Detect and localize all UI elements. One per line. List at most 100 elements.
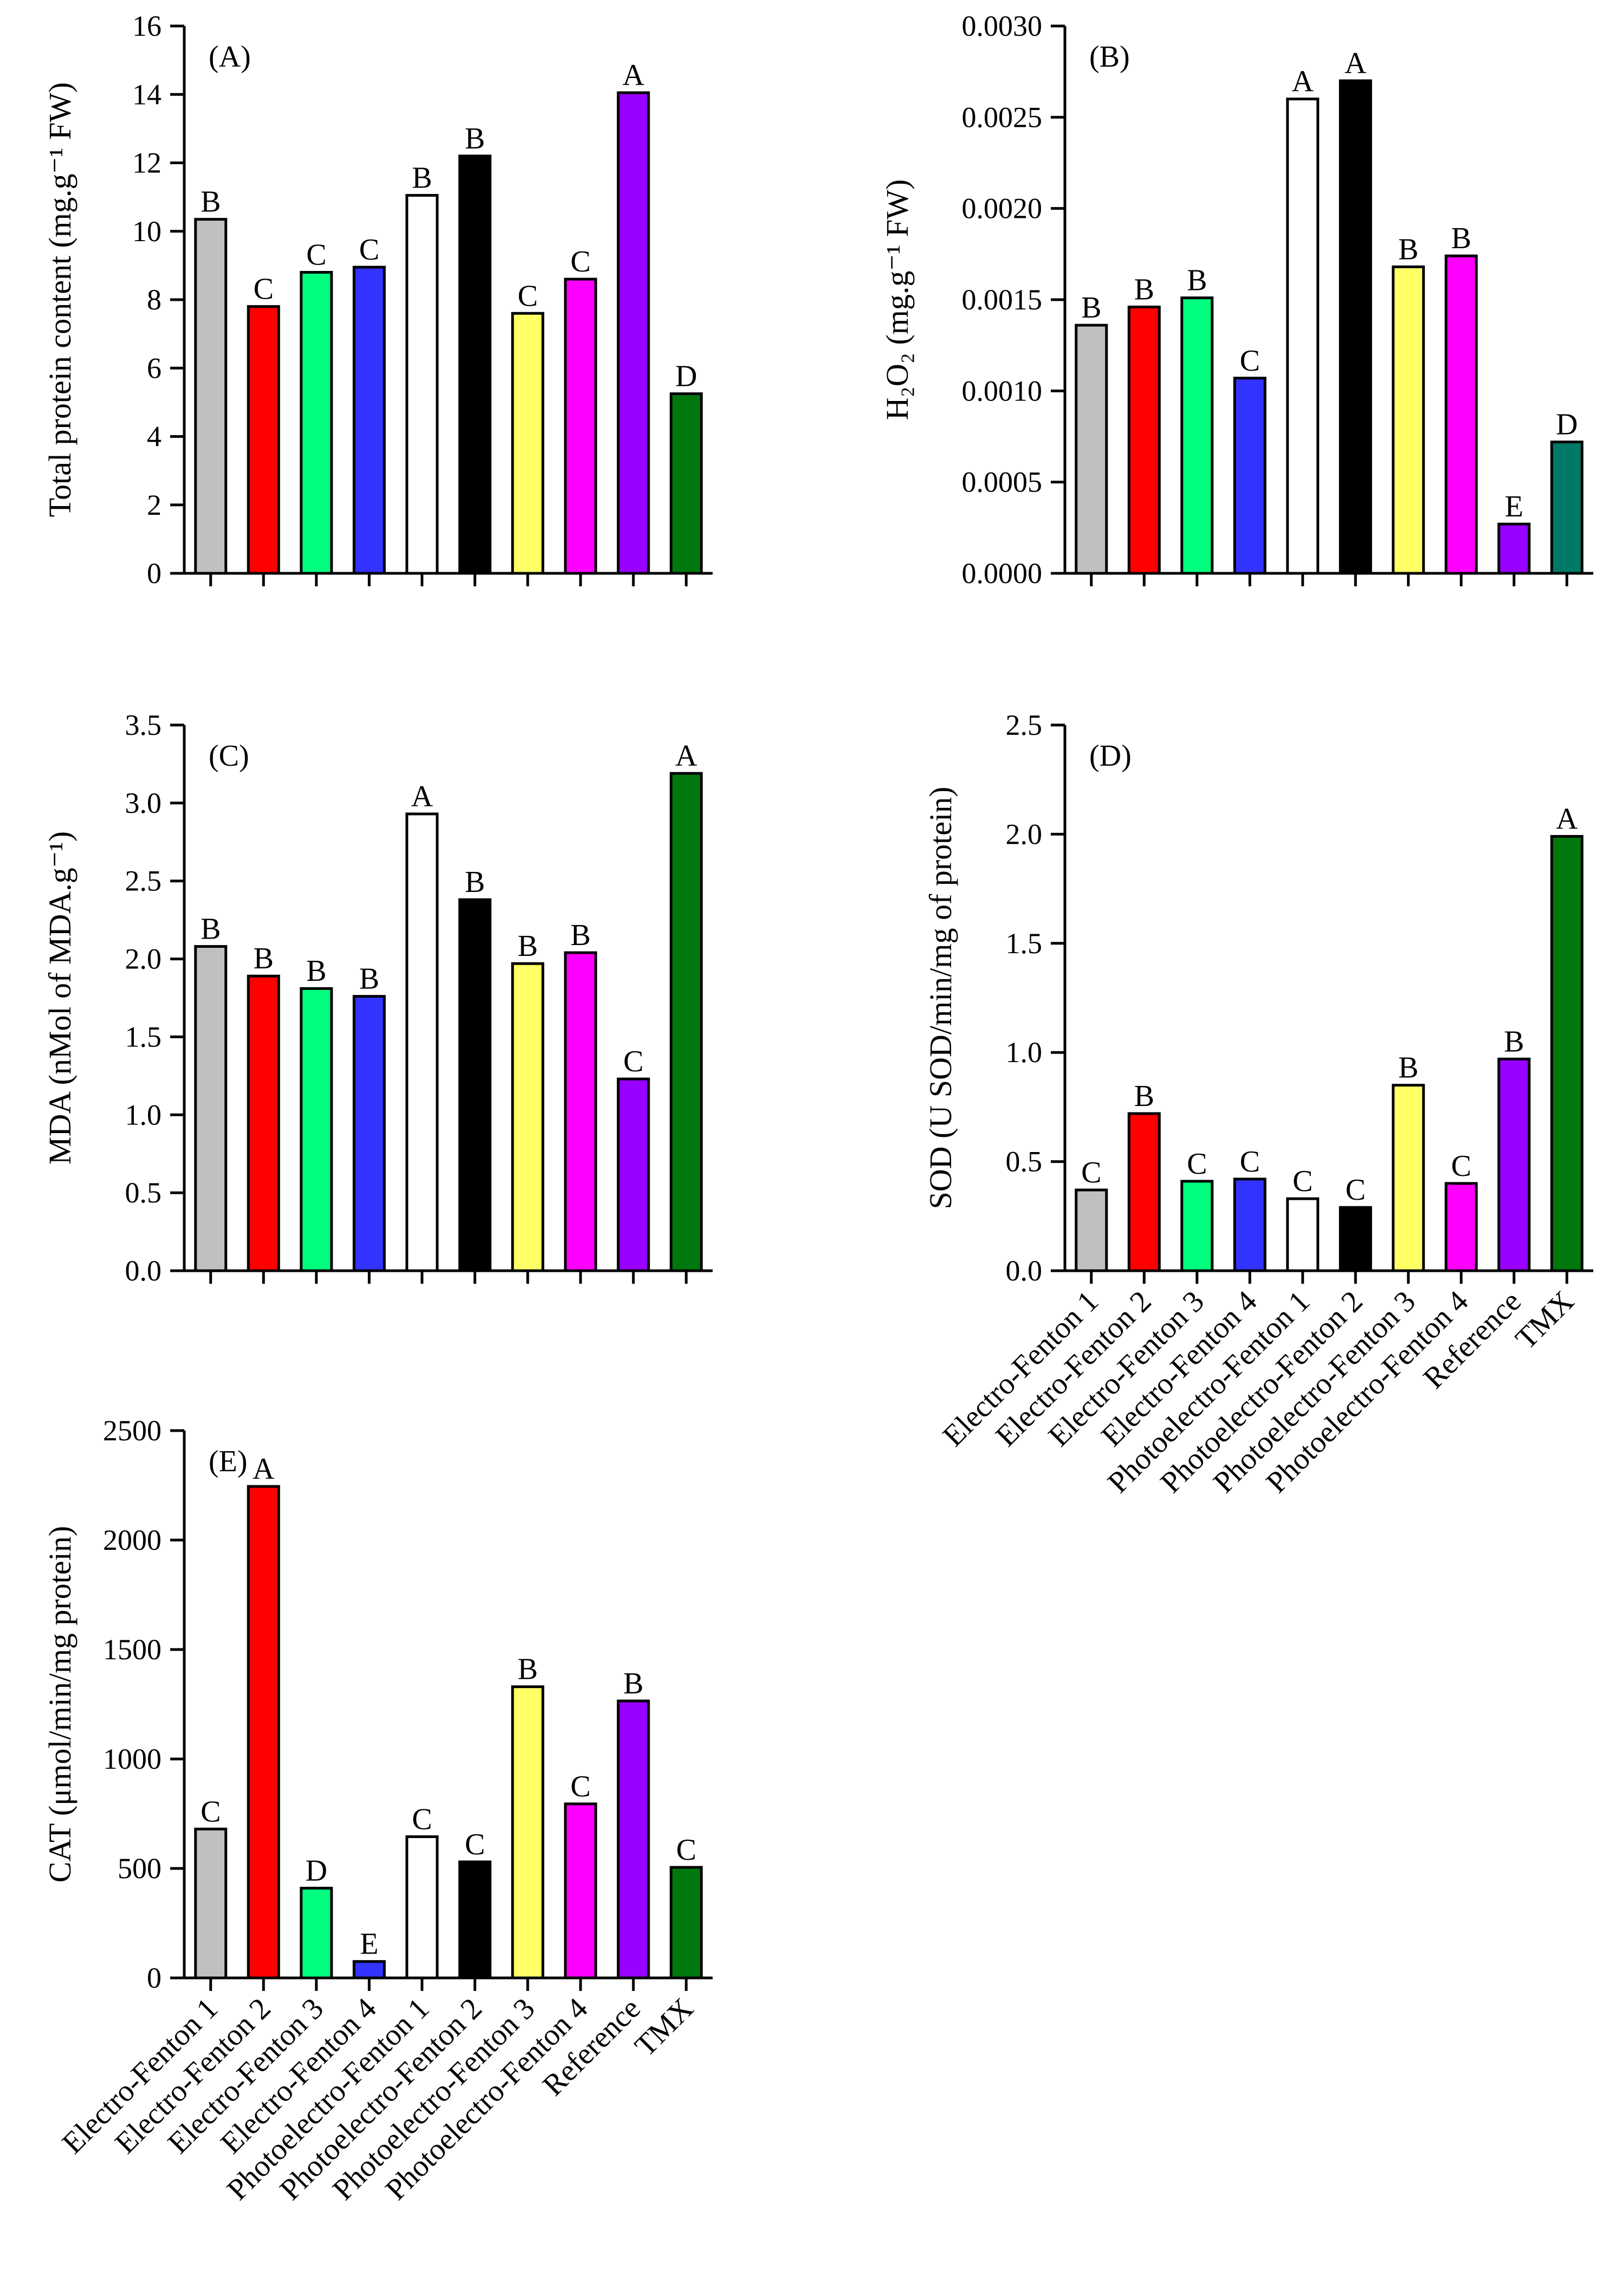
significance-letter: C: [1240, 1145, 1260, 1179]
bar: [511, 312, 545, 575]
bar: [617, 1077, 650, 1272]
bar: [1075, 324, 1108, 575]
bar: [352, 266, 386, 575]
bar: [511, 962, 545, 1272]
significance-letter: A: [253, 1452, 275, 1486]
bar: [300, 987, 333, 1272]
significance-letter: E: [1505, 490, 1523, 523]
y-tick-label: 0.0020: [962, 192, 1043, 225]
y-axis-title: SOD (U SOD/min/mg of protein): [923, 787, 958, 1210]
significance-letter: A: [411, 780, 434, 813]
y-axis-title: Total protein content (mg.g⁻¹ FW): [42, 82, 77, 518]
y-tick-label: 0: [147, 557, 161, 590]
y-tick-label: 1000: [103, 1743, 161, 1775]
bar: [564, 951, 597, 1272]
y-tick-label: 2.0: [125, 943, 162, 975]
significance-letter: B: [465, 122, 485, 156]
panel-label: (B): [1089, 40, 1130, 74]
significance-letter: B: [623, 1667, 643, 1700]
y-axis-title: MDA (nMol of MDA.g⁻¹): [42, 831, 77, 1165]
significance-letter: C: [359, 233, 379, 267]
y-tick-label: 2: [147, 489, 161, 521]
bar: [1392, 1084, 1425, 1272]
y-tick-label: 4: [147, 421, 161, 453]
y-tick-label: 0.0: [125, 1254, 162, 1287]
significance-letter: C: [1081, 1156, 1101, 1189]
significance-letter: A: [1292, 65, 1314, 99]
significance-letter: A: [675, 739, 697, 773]
significance-letter: B: [571, 919, 591, 952]
panel-label: (C): [209, 739, 249, 773]
bar: [564, 277, 597, 575]
bar: [1180, 296, 1214, 575]
significance-letter: B: [1398, 1051, 1418, 1085]
y-tick-label: 3.0: [125, 787, 162, 819]
y-tick-label: 0: [147, 1962, 161, 1994]
bar: [247, 1485, 280, 1980]
y-tick-label: 12: [132, 147, 161, 179]
bar: [1127, 1112, 1161, 1272]
significance-letter: D: [306, 1854, 327, 1887]
bar: [1286, 98, 1320, 575]
bar: [458, 1860, 492, 1980]
y-tick-label: 3.5: [125, 709, 162, 741]
bar: [1339, 79, 1372, 575]
y-tick-label: 1500: [103, 1633, 161, 1666]
panel-label: (A): [209, 40, 251, 74]
y-tick-label: 8: [147, 283, 161, 316]
significance-letter: B: [1398, 232, 1418, 266]
bar: [1497, 522, 1531, 575]
significance-letter: B: [465, 865, 485, 899]
bar: [669, 1866, 703, 1980]
bar: [511, 1685, 545, 1980]
significance-letter: B: [1187, 264, 1207, 297]
significance-letter: C: [412, 1802, 432, 1836]
bar: [300, 271, 333, 575]
significance-letter: C: [1293, 1165, 1313, 1198]
significance-letter: B: [412, 161, 432, 195]
bar: [405, 1835, 439, 1980]
significance-letter: B: [254, 942, 274, 975]
bar: [1233, 1178, 1266, 1272]
significance-letter: B: [1081, 291, 1101, 325]
significance-letter: C: [465, 1828, 485, 1861]
bar: [194, 945, 228, 1272]
bar: [669, 772, 703, 1272]
significance-letter: B: [201, 913, 221, 946]
bar: [669, 392, 703, 575]
significance-letter: E: [360, 1928, 378, 1961]
significance-letter: A: [1556, 802, 1578, 836]
bar: [247, 974, 280, 1272]
significance-letter: C: [306, 238, 326, 272]
y-tick-label: 0.5: [125, 1176, 162, 1209]
panel-c: 0.0 0.5 1.0 1.5 2.0 2.5 3.0 3.5 MDA (nMol of MDA…: [42, 709, 713, 1287]
bar: [194, 1827, 228, 1980]
y-tick-label: 1.5: [1006, 927, 1043, 960]
y-tick-label: 0.5: [1006, 1146, 1043, 1178]
significance-letter: C: [571, 1770, 591, 1803]
y-tick-label: 1.5: [125, 1020, 162, 1053]
y-tick-label: 6: [147, 352, 161, 384]
bar: [617, 91, 650, 575]
bar: [1550, 835, 1584, 1272]
significance-letter: A: [1345, 47, 1367, 80]
significance-letter: B: [1134, 1079, 1154, 1113]
y-tick-label: 2000: [103, 1524, 161, 1556]
significance-letter: B: [518, 929, 538, 963]
bar: [564, 1802, 597, 1980]
bar: [1127, 305, 1161, 575]
significance-letter: C: [1451, 1149, 1471, 1183]
significance-letter: B: [201, 185, 221, 219]
bar: [1497, 1057, 1531, 1272]
bar: [1444, 254, 1478, 575]
y-tick-label: 10: [132, 215, 161, 248]
bar: [247, 305, 280, 575]
y-tick-label: 1.0: [1006, 1036, 1043, 1069]
bar: [1233, 377, 1266, 575]
significance-letter: C: [623, 1045, 643, 1078]
significance-letter: C: [201, 1795, 221, 1828]
bar: [194, 218, 228, 575]
bar: [1339, 1206, 1372, 1272]
significance-letter: C: [518, 279, 538, 313]
